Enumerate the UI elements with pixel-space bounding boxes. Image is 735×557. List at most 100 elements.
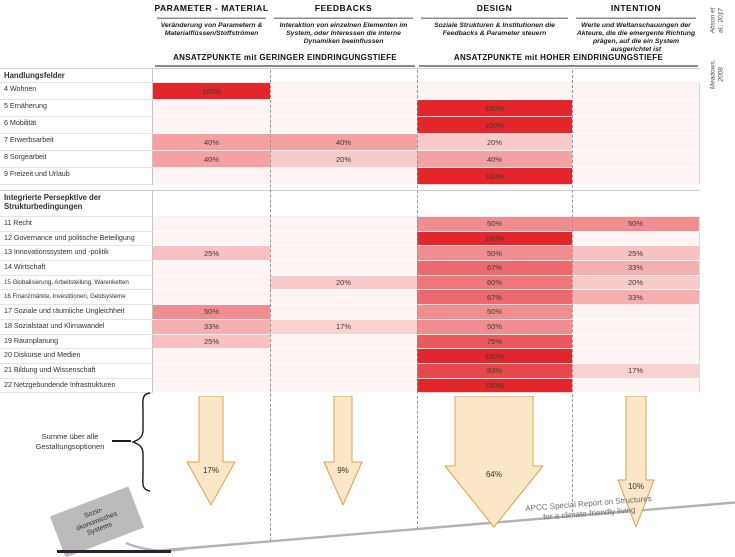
table-row: 4 Wohnen 100% xyxy=(0,83,700,100)
heat-cell xyxy=(270,290,417,306)
heat-cell xyxy=(153,231,270,247)
heat-cell: 67% xyxy=(417,261,572,276)
section-header-row: Integrierte Persepktive der Strukturbedi… xyxy=(0,191,700,217)
empty-header-cell xyxy=(417,191,572,217)
heat-cell: 20% xyxy=(572,275,700,291)
row-label: 22 Netzgebundende Infrastrukturen xyxy=(0,378,153,394)
sum-arrow xyxy=(444,396,544,528)
table-row: 16 Finanzmärkte, Investitionen, Geldsyst… xyxy=(0,290,700,306)
heat-cell: 20% xyxy=(417,134,572,151)
section-header-row: Handlungsfelder xyxy=(0,69,700,83)
row-label: 20 Diskurse und Medien xyxy=(0,349,153,364)
heat-cell xyxy=(572,117,700,134)
table-row: 14 Wirtschaft 67% 33% xyxy=(0,261,700,276)
heat-cell: 50% xyxy=(572,217,700,232)
heat-cell: 60% xyxy=(417,275,572,291)
column-rule xyxy=(421,17,568,19)
heat-cell: 33% xyxy=(153,319,270,335)
row-label: 12 Governance und politische Beteiligung xyxy=(0,231,153,247)
column-rule xyxy=(274,17,413,19)
heat-cell xyxy=(153,363,270,379)
heat-cell: 33% xyxy=(572,290,700,306)
heat-cell xyxy=(417,83,572,100)
table-section-handlungsfelder: Handlungsfelder 4 Wohnen 100% 5 Ernäherung 1… xyxy=(0,68,700,185)
row-label: 4 Wohnen xyxy=(0,83,153,100)
dashed-separator xyxy=(270,70,271,541)
heat-cell: 100% xyxy=(417,168,572,185)
heat-cell: 100% xyxy=(417,349,572,364)
column-description: Soziale Strukturen & Institutionen die F… xyxy=(434,22,555,38)
empty-header-cell xyxy=(572,69,700,83)
row-label: 14 Wirtschaft xyxy=(0,261,153,276)
banner-low-leverage: ANSATZPUNKTE mit GERINGER EINDRINGUNGSTI… xyxy=(173,53,397,62)
heat-cell: 100% xyxy=(153,83,270,100)
heat-cell: 100% xyxy=(417,378,572,394)
heat-cell: 50% xyxy=(417,305,572,320)
banner-rule xyxy=(419,65,698,67)
sum-arrow xyxy=(186,396,236,506)
heat-cell xyxy=(572,319,700,335)
column-title-intention: INTENTION xyxy=(610,3,662,13)
heat-cell xyxy=(270,261,417,276)
column-title-parameter-material: PARAMETER - MATERIAL xyxy=(154,3,269,13)
heat-cell xyxy=(270,100,417,117)
table-section-strukturbedingungen: Integrierte Persepktive der Strukturbedi… xyxy=(0,190,700,394)
section-label: Integrierte Persepktive der Strukturbedi… xyxy=(0,191,153,217)
socioeconomic-system-box: Sozio-ökonomisches Systems xyxy=(49,486,145,557)
row-label: 9 Freizeit und Urlaub xyxy=(0,168,153,185)
banner-high-leverage: ANSATZPUNKTE mit HOHER EINDRINGUNGSTIEFE xyxy=(453,53,664,62)
heat-cell xyxy=(270,246,417,262)
row-label: 8 Sorgearbeit xyxy=(0,151,153,168)
heat-cell xyxy=(270,231,417,247)
table-row: 11 Recht 50% 50% xyxy=(0,217,700,232)
table-row: 20 Diskurse und Medien 100% xyxy=(0,349,700,364)
table-row: 15 Globalisierung, Arbeitsteilung, Waren… xyxy=(0,275,700,291)
heat-cell xyxy=(153,275,270,291)
heat-cell xyxy=(572,134,700,151)
sum-arrow-value: 64% xyxy=(485,470,502,479)
heat-cell xyxy=(572,305,700,320)
heat-cell xyxy=(572,100,700,117)
citation-meadows: Meadows, 2008 xyxy=(709,59,725,90)
column-title-design: DESIGN xyxy=(476,3,513,13)
system-base-line xyxy=(57,550,171,553)
table-row: 21 Bildung und Wissenschaft 83% 17% xyxy=(0,363,700,379)
heat-cell: 33% xyxy=(572,261,700,276)
heat-cell xyxy=(572,349,700,364)
heat-cell: 83% xyxy=(417,363,572,379)
table-row: 22 Netzgebundende Infrastrukturen 100% xyxy=(0,378,700,394)
heat-cell xyxy=(572,231,700,247)
brace-connector xyxy=(112,440,131,442)
heat-cell xyxy=(270,168,417,185)
heat-cell: 50% xyxy=(153,305,270,320)
table-row: 8 Sorgearbeit 40% 20% 40% xyxy=(0,151,700,168)
row-label: 19 Raumplanung xyxy=(0,334,153,350)
sum-arrow-value: 10% xyxy=(627,482,644,491)
heat-cell: 100% xyxy=(417,117,572,134)
curly-brace xyxy=(131,392,151,492)
row-label: 18 Sozialstaat und Klimawandel xyxy=(0,319,153,335)
table-row: 18 Sozialstaat und Klimawandel 33% 17% 50% xyxy=(0,319,700,335)
table-row: 12 Governance und politische Beteiligung… xyxy=(0,231,700,247)
empty-header-cell xyxy=(572,191,700,217)
heat-cell: 100% xyxy=(417,231,572,247)
empty-header-cell xyxy=(270,69,417,83)
heat-cell: 25% xyxy=(572,246,700,262)
column-title-feedbacks: FEEDBACKS xyxy=(314,3,373,13)
heat-cell xyxy=(270,305,417,320)
summary-label: Summe über alle Gestaltungsoptionen xyxy=(35,432,105,452)
heat-cell xyxy=(153,261,270,276)
heat-cell: 100% xyxy=(417,100,572,117)
heat-cell: 50% xyxy=(417,246,572,262)
heat-cell: 67% xyxy=(417,290,572,306)
table-row: 5 Ernäherung 100% xyxy=(0,100,700,117)
heat-cell: 20% xyxy=(270,151,417,168)
empty-header-cell xyxy=(270,191,417,217)
heat-cell: 50% xyxy=(417,217,572,232)
sum-arrow-value: 9% xyxy=(337,466,349,475)
table-row: 17 Soziale und räumliche Ungleichheit 50%… xyxy=(0,305,700,320)
row-label: 15 Globalisierung, Arbeitsteilung, Waren… xyxy=(0,275,153,291)
heat-cell: 50% xyxy=(417,319,572,335)
row-label: 5 Ernäherung xyxy=(0,100,153,117)
table-row: 6 Mobilität 100% xyxy=(0,117,700,134)
